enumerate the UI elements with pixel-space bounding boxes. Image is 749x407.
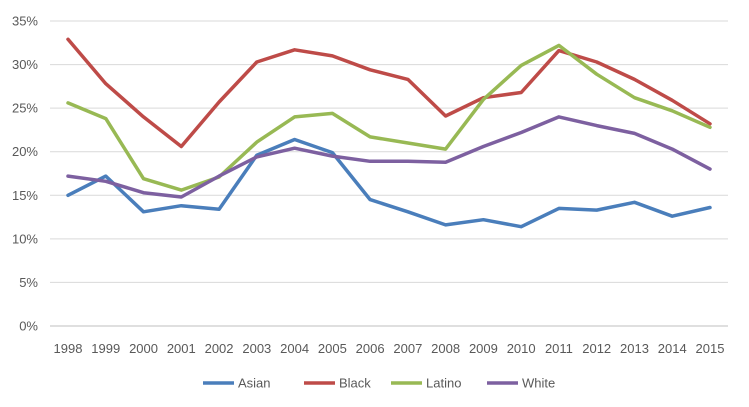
legend-item-asian: Asian <box>203 376 271 391</box>
legend-item-latino: Latino <box>391 376 461 391</box>
x-tick-label: 1999 <box>91 341 120 356</box>
y-tick-label: 30% <box>12 57 38 72</box>
series-line-white <box>66 115 712 199</box>
y-tick-label: 10% <box>12 231 38 246</box>
x-tick-label: 2013 <box>620 341 649 356</box>
x-tick-label: 2000 <box>129 341 158 356</box>
y-tick-label: 35% <box>12 14 38 29</box>
y-tick-label: 0% <box>19 319 38 334</box>
legend-label: Latino <box>426 376 461 391</box>
x-tick-label: 2014 <box>658 341 687 356</box>
x-tick-label: 2009 <box>469 341 498 356</box>
x-tick-label: 2011 <box>545 341 573 356</box>
series-lines <box>66 37 712 229</box>
x-tick-label: 2008 <box>431 341 460 356</box>
x-tick-label: 2005 <box>318 341 347 356</box>
x-tick-label: 2007 <box>393 341 422 356</box>
x-tick-label: 2003 <box>242 341 271 356</box>
series-line-black <box>66 37 712 149</box>
y-axis: 0% 5% 10% 15% 20% 25% 30% 35% <box>12 14 38 334</box>
x-tick-label: 2002 <box>205 341 234 356</box>
y-tick-label: 20% <box>12 144 38 159</box>
series-line-asian <box>66 137 712 229</box>
legend-label: White <box>522 376 555 391</box>
x-tick-label: 2010 <box>507 341 536 356</box>
x-tick-label: 1998 <box>54 341 83 356</box>
x-axis: 1998 1999 2000 2001 2002 2003 2004 2005 2006 2007… <box>54 341 725 356</box>
legend-label: Black <box>339 376 371 391</box>
x-tick-label: 2004 <box>280 341 309 356</box>
series-line-latino <box>66 43 712 192</box>
y-tick-label: 25% <box>12 101 38 116</box>
x-tick-label: 2012 <box>582 341 611 356</box>
x-tick-label: 2001 <box>167 341 196 356</box>
legend: Asian Black Latino White <box>203 376 555 391</box>
legend-label: Asian <box>238 376 271 391</box>
legend-item-black: Black <box>304 376 371 391</box>
gridlines <box>50 20 728 327</box>
x-tick-label: 2006 <box>356 341 385 356</box>
legend-item-white: White <box>487 376 555 391</box>
y-tick-label: 15% <box>12 188 38 203</box>
y-tick-label: 5% <box>19 275 38 290</box>
x-tick-label: 2015 <box>696 341 725 356</box>
